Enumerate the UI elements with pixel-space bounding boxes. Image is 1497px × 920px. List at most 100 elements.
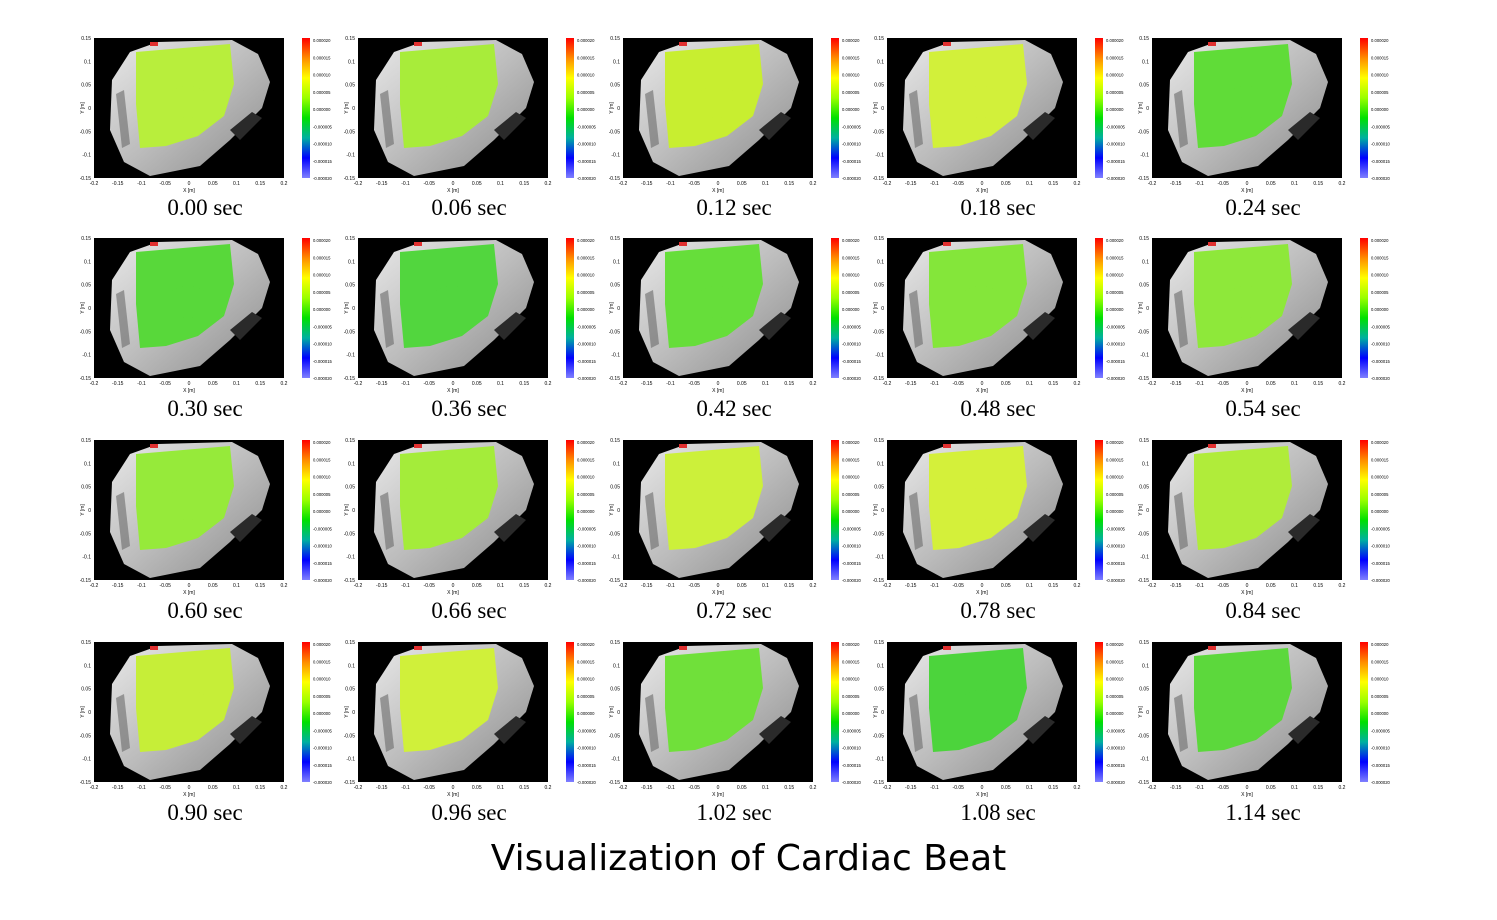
y-tick-label: -0.05 [609, 329, 620, 335]
colorbar-tick-label: -0.000015 [577, 763, 597, 768]
colorbar-tick-label: -0.000010 [1371, 746, 1391, 751]
x-tick-label: -0.15 [376, 583, 388, 589]
colorbar-tick-label: -0.000010 [313, 544, 333, 549]
x-tick-label: -0.1 [401, 785, 410, 791]
colorbar-tick-label: -0.000015 [1106, 359, 1126, 364]
y-tick-label: -0.1 [82, 757, 91, 763]
x-tick-label: -0.15 [1170, 181, 1182, 187]
x-tick-label: 0.05 [737, 181, 747, 187]
x-tick-label: 0.1 [233, 381, 240, 387]
x-tick-label: 0.15 [519, 785, 529, 791]
x-tick-label: -0.15 [1170, 583, 1182, 589]
rib-shadow [116, 290, 130, 348]
y-tick-label: -0.1 [875, 153, 884, 159]
y-tick-label: -0.1 [82, 555, 91, 561]
x-tick-label: -0.15 [376, 381, 388, 387]
frame-plot: 0.150.10.050-0.05-0.1-0.15-0.2 -0.15 -0.1-… [80, 236, 333, 394]
frame-time-caption: 1.14 sec [1225, 800, 1301, 825]
y-axis-label: Y [m] [344, 102, 350, 114]
rib-shadow [230, 312, 262, 340]
x-tick-label: -0.05 [689, 583, 701, 589]
x-axis-label: X [m] [1241, 792, 1253, 798]
x-tick-label: -0.2 [619, 583, 628, 589]
colorbar-tick-label: 0.000005 [577, 290, 595, 295]
x-tick-label: -0.15 [376, 181, 388, 187]
rib-shadow [645, 290, 659, 348]
x-tick-label: -0.1 [666, 785, 675, 791]
colorbar-tick-label: 0.000010 [577, 273, 595, 278]
colorbar-tick-label: -0.000020 [1106, 376, 1126, 381]
frame-time-caption: 0.30 sec [167, 396, 243, 421]
x-axis-label: X [m] [976, 188, 988, 194]
y-tick-label: 0 [1146, 508, 1149, 514]
y-tick-label: 0 [1146, 106, 1149, 112]
y-axis-label: Y [m] [80, 302, 86, 314]
colorbar-tick-label: 0.000015 [577, 457, 595, 462]
y-tick-label: 0.1 [613, 461, 620, 467]
x-tick-label: 0 [188, 381, 191, 387]
colorbar [831, 38, 839, 178]
displacement-hotspot [695, 86, 739, 118]
y-tick-label: -0.1 [346, 153, 355, 159]
y-tick-label: 0.1 [877, 461, 884, 467]
x-axis-label: X [m] [712, 388, 724, 394]
colorbar-tick-label: 0.000000 [842, 509, 860, 514]
colorbar-tick-label: 0.000005 [313, 90, 331, 95]
colorbar-tick-label: 0.000010 [842, 677, 860, 682]
colorbar-tick-label: -0.000020 [1371, 578, 1391, 583]
x-tick-label: -0.2 [619, 181, 628, 187]
x-tick-label: -0.1 [137, 583, 146, 589]
x-tick-label: 0.1 [1026, 785, 1033, 791]
y-tick-label: 0.15 [874, 236, 884, 242]
colorbar-tick-label: 0.000000 [1106, 509, 1124, 514]
y-tick-label: 0.1 [348, 59, 355, 65]
colorbar [1360, 642, 1368, 782]
y-tick-label: 0.15 [610, 236, 620, 242]
colorbar-tick-label: 0.000005 [1106, 694, 1124, 699]
y-tick-label: -0.1 [611, 153, 620, 159]
edge-artifact [679, 42, 687, 46]
displacement-hotspot [1224, 488, 1268, 520]
edge-artifact [943, 42, 951, 46]
y-tick-label: 0.05 [81, 83, 91, 89]
y-tick-label: -0.05 [873, 531, 884, 537]
colorbar-tick-label: -0.000005 [577, 324, 597, 329]
x-tick-label: -0.05 [1218, 381, 1230, 387]
x-tick-label: 0.15 [784, 181, 794, 187]
frame-plot: 0.150.10.050-0.05-0.1-0.15-0.2 -0.15 -0.1-… [1138, 36, 1391, 194]
colorbar-tick-label: -0.000005 [1106, 324, 1126, 329]
y-tick-label: -0.15 [609, 780, 620, 786]
edge-artifact [1208, 42, 1216, 46]
colorbar-tick-label: 0.000010 [1106, 273, 1124, 278]
frame-time-caption: 0.24 sec [1225, 195, 1301, 220]
colorbar-tick-label: -0.000010 [1371, 142, 1391, 147]
rib-shadow [494, 716, 526, 744]
y-tick-label: 0 [881, 106, 884, 112]
y-axis-label: Y [m] [1138, 302, 1144, 314]
x-tick-label: 0.1 [497, 181, 504, 187]
x-tick-label: -0.05 [160, 181, 172, 187]
y-tick-label: 0.05 [81, 485, 91, 491]
colorbar-tick-label: 0.000015 [842, 255, 860, 260]
x-tick-label: 0.05 [208, 785, 218, 791]
x-tick-label: 0 [981, 381, 984, 387]
colorbar-tick-label: 0.000020 [1106, 38, 1124, 43]
x-tick-label: 0.2 [1339, 181, 1346, 187]
x-tick-label: 0.05 [1266, 785, 1276, 791]
frame-time-caption: 1.02 sec [696, 800, 772, 825]
colorbar-tick-label: -0.000010 [1106, 544, 1126, 549]
colorbar-tick-label: 0.000005 [313, 492, 331, 497]
x-tick-label: -0.1 [930, 583, 939, 589]
y-tick-label: -0.1 [346, 555, 355, 561]
colorbar-tick-label: 0.000015 [313, 457, 331, 462]
y-tick-label: -0.05 [344, 733, 355, 739]
colorbar-tick-label: 0.000020 [1371, 440, 1389, 445]
displacement-hotspot [695, 690, 739, 722]
x-axis-label: X [m] [1241, 388, 1253, 394]
x-tick-label: -0.05 [953, 785, 965, 791]
colorbar [566, 38, 574, 178]
rib-shadow [1023, 514, 1055, 542]
colorbar-tick-label: 0.000020 [577, 440, 595, 445]
colorbar-tick-label: 0.000000 [842, 307, 860, 312]
rib-shadow [494, 112, 526, 140]
